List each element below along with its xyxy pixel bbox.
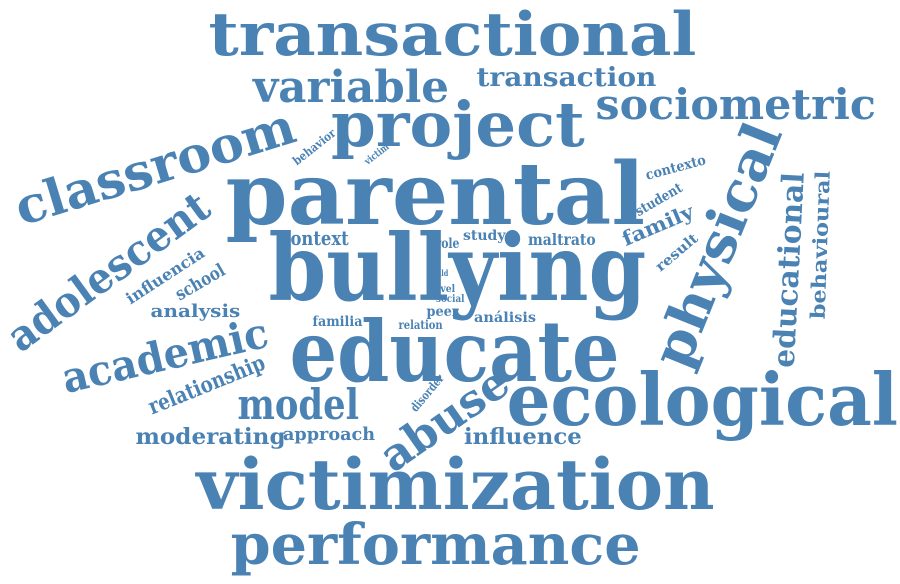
word-parental: parental [224,144,645,245]
word-maltrato: maltrato [527,230,596,249]
word-relation: relation [398,318,443,332]
word-variable: variable [252,62,449,113]
word-peer: peer [426,304,458,320]
word-familia: familia [311,314,362,330]
word-social: social [436,294,465,305]
word-influence: influence [464,424,582,450]
word-study: study [463,228,506,244]
word-analysis: analysis [150,301,240,322]
word-contexto: contexto [643,152,708,184]
word-victimization: victimization [195,443,715,526]
word-project: project [330,88,585,161]
word-educational: educational [766,171,812,369]
word-approach: approach [282,424,376,445]
word-bullying: bullying [267,214,646,322]
word-sociometric: sociometric [595,80,876,129]
word-model: model [236,380,359,429]
word-transaction: transaction [475,63,656,93]
word-level: level [431,284,456,295]
word-analisis: análisis [474,310,537,326]
word-role: role [434,236,459,252]
word-ecological: ecological [506,357,898,442]
word-transactional: transactional [207,0,696,70]
word-context: context [280,226,349,250]
word-behavioural: behavioural [805,170,835,320]
word-performance: performance [230,512,641,578]
word-child: child [430,268,449,278]
word-moderating: moderating [134,424,286,450]
word-educate: educate [289,302,619,401]
